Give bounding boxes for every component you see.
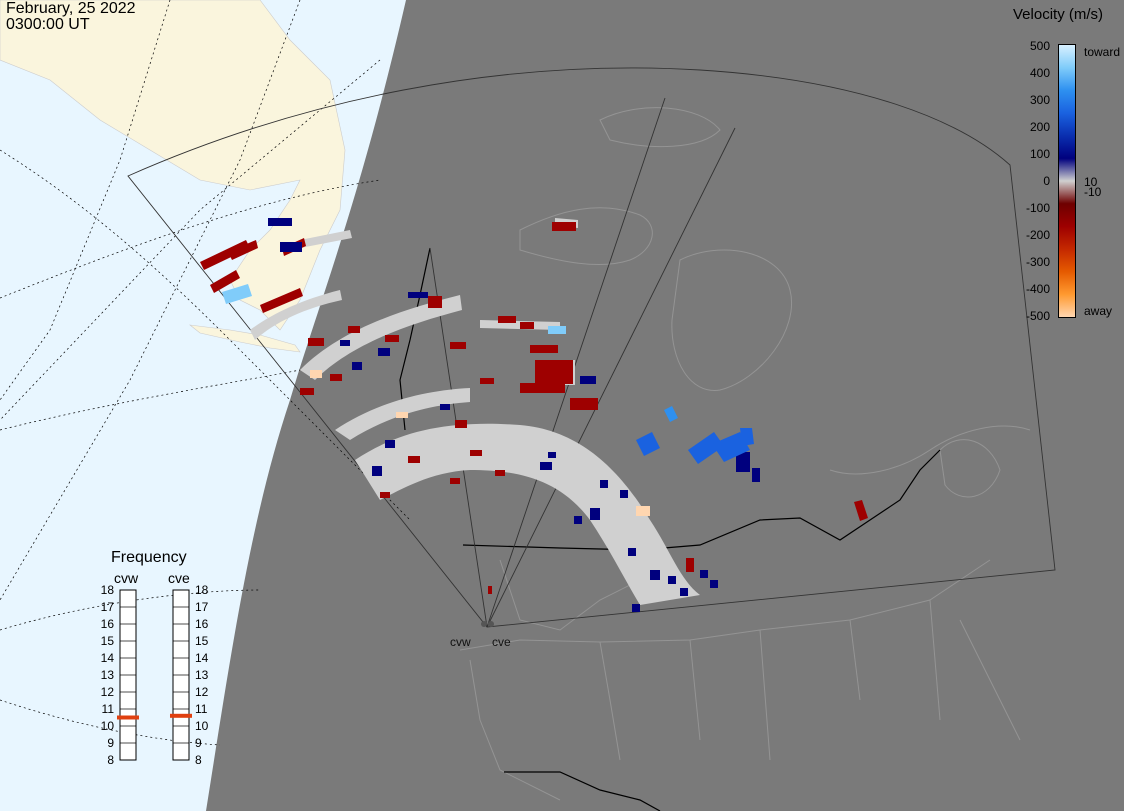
velocity-toward-cells bbox=[222, 218, 760, 612]
frequency-scale-label: 17 bbox=[100, 600, 114, 614]
frequency-scale-label: 10 bbox=[100, 719, 114, 733]
legend-tick: 200 bbox=[1029, 120, 1050, 134]
frequency-title: Frequency bbox=[111, 549, 187, 566]
radar-label-cvw: cvw bbox=[114, 570, 139, 586]
legend-title: Velocity (m/s) bbox=[1013, 6, 1104, 23]
legend-away-label: away bbox=[1084, 304, 1113, 318]
frequency-scale-label: 10 bbox=[195, 719, 209, 733]
frequency-scale-label: 14 bbox=[100, 651, 114, 665]
frequency-scale-label: 9 bbox=[195, 736, 202, 750]
legend-near-zero-pos: 10 bbox=[1084, 175, 1098, 189]
legend-tick: 500 bbox=[1029, 39, 1050, 53]
frequency-scale-label: 11 bbox=[101, 702, 114, 716]
frequency-scale-label: 15 bbox=[100, 634, 114, 648]
legend-tick: 300 bbox=[1029, 93, 1050, 107]
legend-tick: -100 bbox=[1025, 201, 1050, 215]
frequency-scale-label: 9 bbox=[107, 736, 114, 750]
legend-tick: 0 bbox=[1043, 174, 1050, 188]
legend-toward-label: toward bbox=[1084, 45, 1121, 59]
grid-lines bbox=[0, 0, 411, 746]
site-label-cve: cve bbox=[492, 635, 511, 649]
frequency-scale-label: 8 bbox=[107, 753, 114, 767]
velocity-colorbar bbox=[1058, 44, 1076, 318]
frequency-scale-label: 18 bbox=[100, 583, 114, 597]
date-label: February, 25 2022 bbox=[6, 0, 136, 17]
legend-tick: 100 bbox=[1029, 147, 1050, 161]
frequency-scale-label: 17 bbox=[195, 600, 209, 614]
legend-tick: -400 bbox=[1025, 282, 1050, 296]
radar-site-cve bbox=[488, 621, 494, 627]
map-borders bbox=[459, 107, 1031, 801]
frequency-scale-label: 8 bbox=[195, 753, 202, 767]
frequency-scale-label: 11 bbox=[195, 702, 208, 716]
frequency-scale-label: 15 bbox=[195, 634, 209, 648]
legend-tick: -300 bbox=[1025, 255, 1050, 269]
time-label: 0300:00 UT bbox=[6, 16, 90, 33]
legend-near-zero-neg: -10 bbox=[1084, 185, 1102, 199]
frequency-scale-label: 16 bbox=[100, 617, 114, 631]
frequency-scale-label: 13 bbox=[195, 668, 209, 682]
field-of-view bbox=[127, 67, 1056, 628]
radar-label-cve: cve bbox=[168, 570, 190, 586]
frequency-scale-label: 13 bbox=[100, 668, 114, 682]
frequency-scale-label: 12 bbox=[195, 685, 209, 699]
frequency-scale-label: 18 bbox=[195, 583, 209, 597]
frequency-scale-label: 16 bbox=[195, 617, 209, 631]
radar-site-cvw bbox=[481, 621, 487, 627]
night-shade bbox=[206, 0, 1124, 811]
legend-tick: -200 bbox=[1025, 228, 1050, 242]
legend-tick: -500 bbox=[1025, 309, 1050, 323]
legend-tick: 400 bbox=[1029, 66, 1050, 80]
site-label-cvw: cvw bbox=[450, 635, 471, 649]
aleutian-land bbox=[188, 324, 301, 353]
frequency-scale-label: 12 bbox=[100, 685, 114, 699]
frequency-scale-label: 14 bbox=[195, 651, 209, 665]
